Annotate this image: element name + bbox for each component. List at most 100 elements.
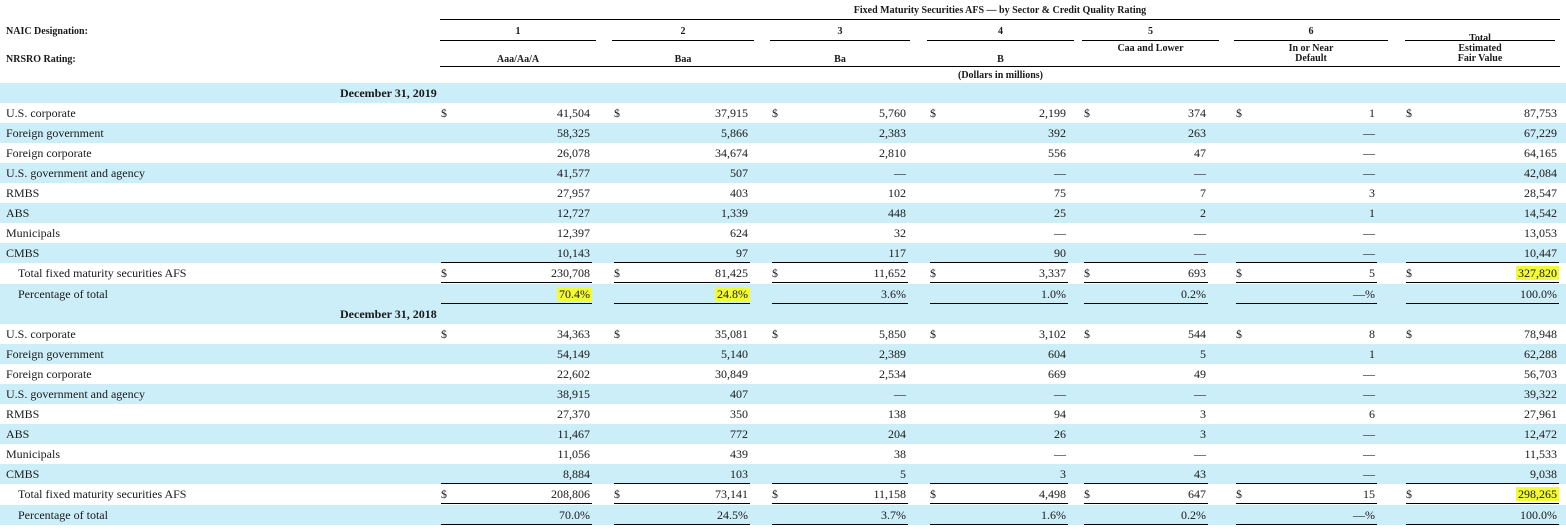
value-cell: 11,533 [1524, 447, 1557, 462]
cell-text: 37,915 [715, 106, 748, 120]
value-cell: 12,727 [557, 206, 590, 221]
cell-rule [1236, 483, 1377, 484]
cell-rule [1406, 524, 1559, 525]
value-cell: 11,652 [873, 266, 906, 281]
value-cell: 102 [888, 186, 906, 201]
percent-value: 24.5% [717, 508, 748, 523]
cell-text: — [894, 166, 906, 180]
value-cell: — [1054, 387, 1066, 402]
cell-rule [441, 483, 592, 484]
cell-rule [930, 262, 1068, 263]
total-row-label: Total fixed maturity securities AFS [18, 266, 187, 280]
value-cell: 5 [900, 467, 906, 482]
currency-symbol: $ [614, 106, 620, 120]
currency-symbol: $ [1236, 487, 1242, 501]
percent-value: 70.0% [559, 508, 590, 523]
cell-text: 693 [1188, 266, 1206, 280]
value-cell: 81,425 [715, 266, 748, 281]
cell-rule [441, 503, 592, 504]
value-cell: 327,820 [1516, 266, 1559, 281]
row-band [0, 163, 1566, 183]
cell-rule [1236, 282, 1377, 283]
cell-text: 35,081 [715, 327, 748, 341]
percent-value: 0.2% [1181, 287, 1206, 302]
cell-text: — [1363, 126, 1375, 140]
value-cell: 439 [730, 447, 748, 462]
value-cell: 103 [730, 467, 748, 482]
value-cell: 97 [736, 246, 748, 261]
currency-symbol: $ [772, 487, 778, 501]
cell-text: 42,084 [1524, 166, 1557, 180]
nrsro-col-5: Caa and Lower [1117, 43, 1184, 54]
cell-rule [772, 262, 908, 263]
cell-text: 11,533 [1524, 447, 1557, 461]
cell-rule [1236, 303, 1377, 304]
value-cell: 8 [1369, 327, 1375, 342]
row-band [0, 344, 1566, 364]
currency-symbol: $ [614, 327, 620, 341]
cell-text: 38 [894, 447, 906, 461]
cell-rule [441, 282, 592, 283]
cell-text: 24.8% [715, 287, 750, 301]
value-cell: 1,339 [721, 206, 748, 221]
value-cell: 32 [894, 226, 906, 241]
row-label: Foreign government [6, 126, 104, 140]
row-label: CMBS [6, 467, 40, 481]
cell-text: 5 [1369, 266, 1375, 280]
cell-text: — [1363, 367, 1375, 381]
cell-text: 1.0% [1041, 287, 1066, 301]
row-label: Municipals [6, 226, 60, 240]
value-cell: 4,498 [1039, 487, 1066, 502]
value-cell: 38 [894, 447, 906, 462]
nrsro-col-1: Aaa/Aa/A [496, 54, 540, 65]
cell-text: 78,948 [1524, 327, 1557, 341]
value-cell: 27,961 [1524, 407, 1557, 422]
cell-text: 26 [1054, 427, 1066, 441]
total-row-label: Total fixed maturity securities AFS [18, 487, 187, 501]
cell-text: 11,467 [557, 427, 590, 441]
cell-rule [441, 524, 592, 525]
value-cell: — [1363, 427, 1375, 442]
cell-text: 3.6% [881, 287, 906, 301]
nrsro-rating-label: NRSRO Rating: [6, 54, 76, 65]
cell-text: 5 [1200, 347, 1206, 361]
units-note: (Dollars in millions) [957, 70, 1043, 81]
currency-symbol: $ [1236, 327, 1242, 341]
currency-symbol: $ [1236, 266, 1242, 280]
value-cell: 9,038 [1530, 467, 1557, 482]
cell-text: 64,165 [1524, 146, 1557, 160]
cell-text: 75 [1054, 186, 1066, 200]
cell-text: 12,397 [557, 226, 590, 240]
cell-text: 13,053 [1524, 226, 1557, 240]
value-cell: 42,084 [1524, 166, 1557, 181]
value-cell: 87,753 [1524, 106, 1557, 121]
naic-col-rule-1 [440, 40, 596, 41]
cell-rule [1236, 524, 1377, 525]
row-label: U.S. government and agency [6, 387, 145, 401]
cell-text: 544 [1188, 327, 1206, 341]
cell-text: —% [1353, 287, 1375, 301]
currency-symbol: $ [772, 266, 778, 280]
cell-text: — [1194, 246, 1206, 260]
percent-row-label: Percentage of total [18, 287, 108, 301]
currency-symbol: $ [441, 106, 447, 120]
cell-rule [1236, 503, 1377, 504]
value-cell: 39,322 [1524, 387, 1557, 402]
value-cell: — [1194, 166, 1206, 181]
value-cell: 3 [1200, 427, 1206, 442]
cell-rule [1406, 303, 1559, 304]
row-label: RMBS [6, 186, 40, 200]
naic-col-4: 4 [998, 26, 1003, 37]
cell-text: 3 [1060, 467, 1066, 481]
value-cell: — [1194, 387, 1206, 402]
cell-text: 507 [730, 166, 748, 180]
cell-rule [1084, 303, 1208, 304]
value-cell: 117 [888, 246, 906, 261]
value-cell: — [1363, 126, 1375, 141]
cell-text: 5 [900, 467, 906, 481]
cell-text: — [1194, 447, 1206, 461]
cell-text: 0.2% [1181, 508, 1206, 522]
cell-text: 11,652 [873, 266, 906, 280]
cell-text: 9,038 [1530, 467, 1557, 481]
naic-col-rule-3 [770, 40, 910, 41]
